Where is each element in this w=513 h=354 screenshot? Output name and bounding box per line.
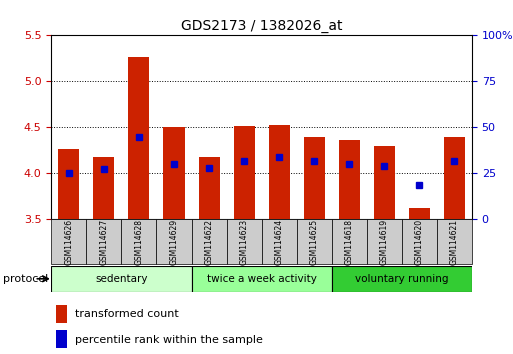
Text: GSM114629: GSM114629 [169,218,179,265]
Text: transformed count: transformed count [75,309,179,319]
Text: GSM114621: GSM114621 [450,219,459,264]
Text: GSM114626: GSM114626 [64,218,73,265]
Bar [164,126,185,219]
Bar [304,137,325,219]
Text: twice a week activity: twice a week activity [207,274,317,284]
Bar [233,126,254,219]
Text: voluntary running: voluntary running [355,274,448,284]
Text: protocol: protocol [3,274,48,284]
Text: percentile rank within the sample: percentile rank within the sample [75,335,263,345]
FancyBboxPatch shape [297,219,332,264]
Title: GDS2173 / 1382026_at: GDS2173 / 1382026_at [181,19,342,33]
Text: GSM114624: GSM114624 [274,218,284,265]
Bar [58,149,80,219]
FancyBboxPatch shape [262,219,297,264]
Bar [374,146,395,219]
Text: GSM114619: GSM114619 [380,218,389,265]
FancyBboxPatch shape [191,219,227,264]
Bar [339,140,360,219]
FancyBboxPatch shape [367,219,402,264]
Text: GSM114620: GSM114620 [415,218,424,265]
Text: GSM114625: GSM114625 [310,218,319,265]
FancyBboxPatch shape [156,219,191,264]
FancyBboxPatch shape [437,219,472,264]
Bar [199,157,220,219]
Bar [269,125,290,219]
FancyBboxPatch shape [51,266,191,292]
Bar [444,137,465,219]
FancyBboxPatch shape [86,219,122,264]
Text: GSM114623: GSM114623 [240,218,249,265]
Bar [55,330,67,348]
FancyBboxPatch shape [402,219,437,264]
Text: GSM114618: GSM114618 [345,219,354,264]
Text: GSM114628: GSM114628 [134,219,144,264]
Bar [93,157,114,219]
Bar [55,305,67,323]
Text: sedentary: sedentary [95,274,148,284]
FancyBboxPatch shape [51,219,86,264]
FancyBboxPatch shape [332,266,472,292]
Bar [409,207,430,219]
FancyBboxPatch shape [332,219,367,264]
FancyBboxPatch shape [191,266,332,292]
FancyBboxPatch shape [227,219,262,264]
Text: GSM114622: GSM114622 [205,219,213,264]
Text: GSM114627: GSM114627 [100,218,108,265]
FancyBboxPatch shape [122,219,156,264]
Bar [128,57,149,219]
